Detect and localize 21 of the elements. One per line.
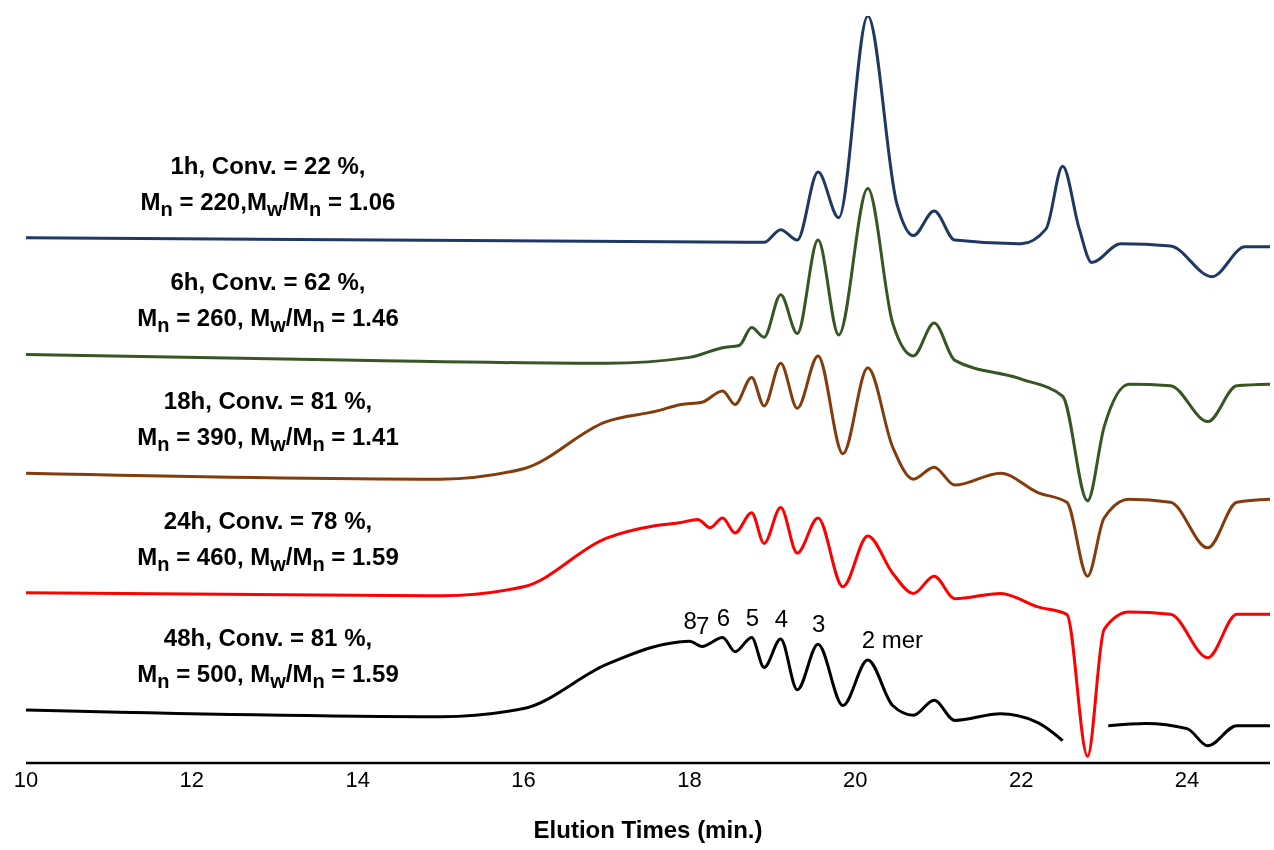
x-tick-label: 24	[1174, 766, 1200, 792]
x-tick-label: 22	[1008, 766, 1034, 792]
x-axis-title: Elution Times (min.)	[533, 816, 763, 843]
x-tick-label: 16	[511, 766, 536, 792]
annotation: 7	[695, 612, 710, 641]
x-tick-label: 12	[179, 766, 205, 792]
x-tick-label: 14	[345, 766, 370, 792]
annotation: 5	[745, 603, 760, 632]
annotation: 3	[812, 610, 826, 639]
series-label: 6h, Conv. = 62 %, M$_{n}$ = 260, M$_{w}$/M$_{n}$ = 1.46	[136, 267, 400, 339]
annotation: 8	[683, 607, 697, 636]
annotation: 6	[716, 603, 730, 632]
series-label: 18h, Conv. = 81 %, M$_{n}$ = 390, M$_{w}$/M$_{n}$ = 1.41	[136, 386, 400, 457]
series-label: 48h, Conv. = 81 %, M$_{n}$ = 500, M$_{w}$/M$_{n}$ = 1.59	[136, 622, 400, 694]
annotation: 4	[774, 604, 789, 633]
x-tick-label: 10	[13, 766, 39, 792]
series-label: 24h, Conv. = 78 %, M$_{n}$ = 460, M$_{w}$/M$_{n}$ = 1.59	[136, 505, 400, 577]
x-tick-label: 18	[677, 766, 702, 792]
series-label: 1h, Conv. = 22 %, M$_{n}$ = 220,M$_{w}$/M$_{n}$ = 1.06	[139, 150, 397, 222]
annotation: 2 mer	[861, 625, 924, 654]
x-tick-label: 20	[843, 766, 868, 792]
